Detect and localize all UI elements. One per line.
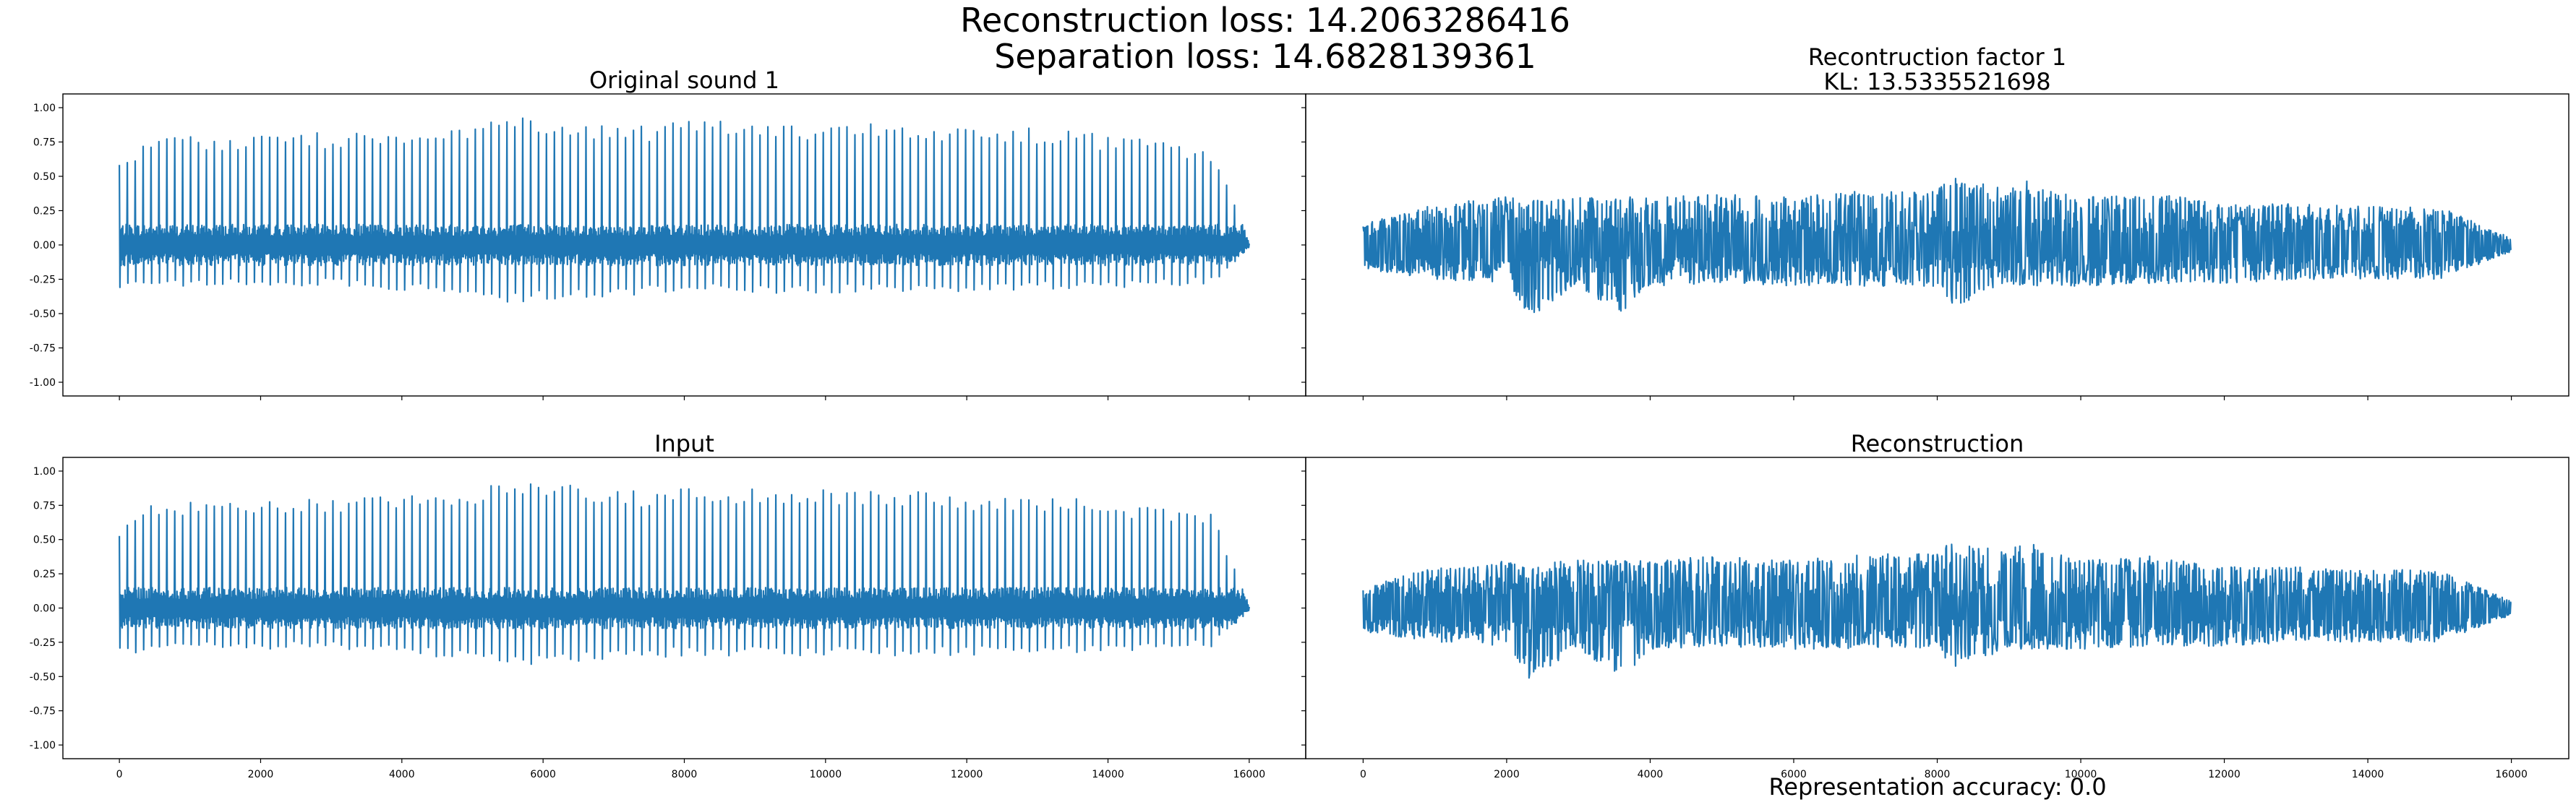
- x-tick-label: 2000: [1494, 769, 1520, 780]
- y-tick-label: 0.25: [33, 206, 56, 217]
- x-tick-label: 10000: [2065, 769, 2097, 780]
- waveform-line-2: [1362, 178, 2512, 314]
- axes-layer: 1.00 0.75 0.50 0.25 0.00 -0.25 -0.50 -0.75 -1.00…: [30, 43, 2569, 780]
- x-tick-label: 2000: [248, 769, 274, 780]
- y-tick-label: -0.25: [30, 275, 56, 286]
- y-tick-label: -0.25: [30, 637, 56, 649]
- x-tick-label: 16000: [2495, 769, 2528, 780]
- y-tick-label: 1.00: [33, 103, 56, 114]
- waveform-line-3: [119, 483, 1250, 665]
- y-tick-label: 0.75: [33, 137, 56, 149]
- x-tick-label: 4000: [389, 769, 415, 780]
- subplot-3: 1.00 0.75 0.50 0.25 0.00 -0.25 -0.50 -0.75 -1.00…: [30, 430, 1306, 780]
- y-tick-label: 0.00: [33, 603, 56, 615]
- subplot-title: Recontruction factor 1: [1808, 43, 2066, 71]
- suptitle-separation-loss: Separation loss: 14.6828139361: [994, 37, 1536, 76]
- x-tick-label: 12000: [951, 769, 983, 780]
- subplot-4: 0 2000 4000 6000 8000 10000 12000 14000 16000 Rec…: [1301, 430, 2569, 780]
- y-tick-label: -0.50: [30, 309, 56, 320]
- x-tick-label: 8000: [1925, 769, 1951, 780]
- x-tick-label: 4000: [1638, 769, 1664, 780]
- x-tick-label: 0: [116, 769, 123, 780]
- x-tick-label: 14000: [2352, 769, 2384, 780]
- x-tick-label: 12000: [2208, 769, 2241, 780]
- suptitle-reconstruction-loss: Reconstruction loss: 14.2063286416: [960, 1, 1570, 40]
- x-tick-label: 8000: [672, 769, 698, 780]
- representation-accuracy-label: Representation accuracy: 0.0: [1768, 773, 2106, 801]
- x-tick-label: 14000: [1092, 769, 1124, 780]
- waveform-line-1: [119, 117, 1250, 303]
- y-tick-label: -0.75: [30, 343, 56, 355]
- y-tick-label: -0.50: [30, 671, 56, 683]
- x-tick-label: 16000: [1233, 769, 1266, 780]
- subplot-title: Input: [654, 430, 714, 457]
- x-tick-label: 6000: [530, 769, 556, 780]
- y-tick-label: 0.00: [33, 240, 56, 251]
- y-tick-label: 0.75: [33, 500, 56, 512]
- subplot-subtitle-kl: KL: 13.5335521698: [1823, 68, 2050, 95]
- y-tick-label: 1.00: [33, 466, 56, 478]
- subplot-2: Recontruction factor 1KL: 13.5335521698: [1301, 43, 2569, 400]
- x-tick-label: 0: [1360, 769, 1366, 780]
- y-tick-label: -1.00: [30, 740, 56, 751]
- subplot-1: 1.00 0.75 0.50 0.25 0.00 -0.25 -0.50 -0.75 -1.00…: [30, 66, 1306, 400]
- y-tick-label: 0.25: [33, 569, 56, 580]
- y-tick-label: 0.50: [33, 535, 56, 546]
- subplot-title: Original sound 1: [589, 66, 779, 94]
- x-tick-label: 6000: [1781, 769, 1807, 780]
- y-tick-label: 0.50: [33, 171, 56, 183]
- waveform-line-4: [1362, 543, 2512, 679]
- y-tick-label: -0.75: [30, 706, 56, 718]
- subplot-title: Reconstruction: [1851, 430, 2024, 457]
- y-tick-label: -1.00: [30, 377, 56, 389]
- x-tick-label: 10000: [810, 769, 842, 780]
